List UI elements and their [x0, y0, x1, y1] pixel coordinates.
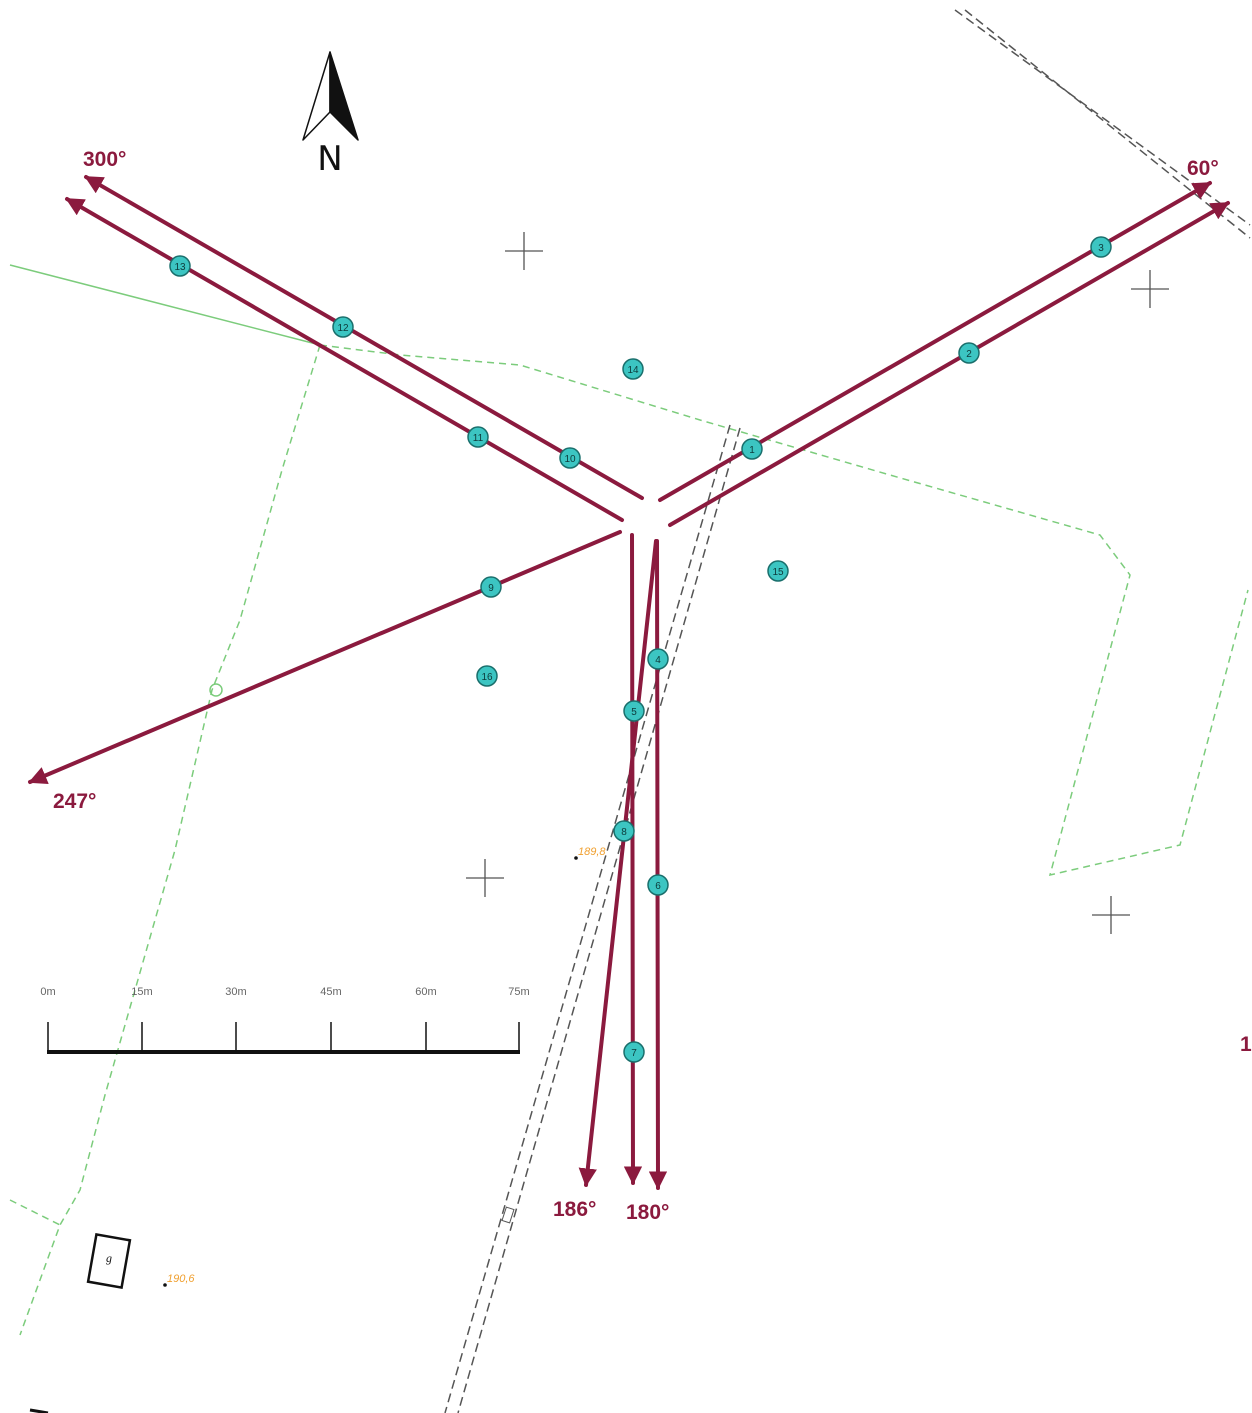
parcel-boundary-solid — [9, 264, 321, 346]
grid-crosses — [466, 232, 1169, 934]
bearing-labels: 300° 60° 247° 186° 180° 1 — [53, 148, 1252, 1224]
survey-point-label: 13 — [174, 262, 186, 273]
scale-tick-label: 45m — [320, 986, 341, 998]
profile-line-186 — [578, 539, 658, 1187]
survey-points: 1 2 3 4 5 6 7 8 9 10 11 12 13 14 15 16 — [169, 236, 1112, 1063]
bearing-label-186: 186° — [553, 1198, 596, 1221]
survey-point[interactable]: 6 — [647, 874, 669, 896]
survey-point-label: 2 — [966, 349, 972, 360]
bearing-label-60: 60° — [1187, 157, 1219, 180]
survey-point[interactable]: 12 — [332, 316, 354, 338]
bearing-label-300: 300° — [83, 148, 126, 171]
road-northeast-a — [954, 9, 1251, 226]
survey-point[interactable]: 11 — [467, 426, 489, 448]
grid-cross — [1092, 896, 1130, 934]
north-label: N — [317, 139, 342, 179]
survey-point-label: 4 — [655, 655, 661, 666]
survey-point-label: 8 — [621, 827, 627, 838]
survey-point[interactable]: 15 — [767, 560, 789, 582]
survey-point[interactable]: 9 — [480, 576, 502, 598]
survey-point[interactable]: 7 — [623, 1041, 645, 1063]
elevation-dot — [574, 856, 578, 860]
parcel-boundary-dashed-sw — [9, 1199, 61, 1226]
north-arrow-left-half — [302, 51, 331, 141]
survey-point-label: 12 — [337, 323, 349, 334]
survey-point-label: 9 — [488, 583, 494, 594]
survey-point-label: 14 — [627, 365, 639, 376]
survey-point[interactable]: 5 — [623, 700, 645, 722]
elevation-spots: 189,8 190,6 — [163, 846, 606, 1287]
profile-line-300-outer — [84, 175, 644, 500]
road-lines — [444, 9, 1251, 1413]
building-label: g — [106, 1251, 112, 1265]
survey-point-label: 3 — [1098, 243, 1104, 254]
building: g — [86, 1232, 132, 1290]
scale-tick-label: 30m — [225, 986, 246, 998]
survey-point[interactable]: 8 — [613, 820, 635, 842]
survey-point-label: 1 — [749, 445, 755, 456]
scale-tick-label: 0m — [40, 986, 55, 998]
bearing-label-edge: 1 — [1240, 1033, 1252, 1056]
path-south-b — [457, 427, 741, 1413]
road-northeast-b — [964, 9, 1251, 239]
scale-tick-label: 15m — [131, 986, 152, 998]
profile-line-300-inner — [65, 197, 624, 522]
profile-lines — [28, 175, 1230, 1190]
survey-point-label: 6 — [655, 881, 661, 892]
survey-point[interactable]: 10 — [559, 447, 581, 469]
profile-line-180-west — [623, 533, 643, 1185]
survey-point[interactable]: 2 — [958, 342, 980, 364]
parcel-vertex — [209, 683, 223, 697]
north-arrow: N — [302, 51, 359, 179]
grid-cross — [1131, 270, 1169, 308]
elevation-dot — [163, 1283, 167, 1287]
survey-point[interactable]: 3 — [1090, 236, 1112, 258]
parcel-boundaries — [9, 264, 1249, 1336]
parcel-boundary-dashed-north — [319, 344, 1249, 877]
survey-point[interactable]: 13 — [169, 255, 191, 277]
scale-tick-label: 75m — [508, 986, 529, 998]
survey-point-label: 11 — [473, 433, 484, 444]
survey-point-label: 15 — [772, 567, 784, 578]
path-south-a — [444, 424, 731, 1413]
north-arrow-right-half — [329, 51, 359, 141]
bearing-label-180: 180° — [626, 1201, 669, 1224]
survey-point[interactable]: 14 — [622, 358, 644, 380]
scale-tick-label: 60m — [415, 986, 436, 998]
profile-line-247 — [28, 530, 622, 785]
survey-point-label: 7 — [631, 1048, 637, 1059]
path-marker — [501, 1206, 515, 1224]
grid-cross — [505, 232, 543, 270]
grid-cross — [466, 859, 504, 897]
survey-point[interactable]: 1 — [741, 438, 763, 460]
survey-point[interactable]: 4 — [647, 648, 669, 670]
survey-point-label: 16 — [481, 672, 493, 683]
profile-line-180-east — [648, 539, 668, 1190]
scale-bar: 0m 15m 30m 45m 60m 75m — [40, 986, 530, 1054]
building-outline — [86, 1232, 132, 1290]
survey-point-label: 10 — [564, 454, 576, 465]
profile-line-60-lower — [668, 201, 1230, 527]
elevation-label: 190,6 — [167, 1273, 195, 1285]
survey-point-label: 5 — [631, 707, 637, 718]
survey-point[interactable]: 16 — [476, 665, 498, 687]
bearing-label-247: 247° — [53, 790, 96, 813]
elevation-label: 189,8 — [578, 846, 606, 858]
parcel-boundary-dashed-west — [19, 344, 321, 1336]
